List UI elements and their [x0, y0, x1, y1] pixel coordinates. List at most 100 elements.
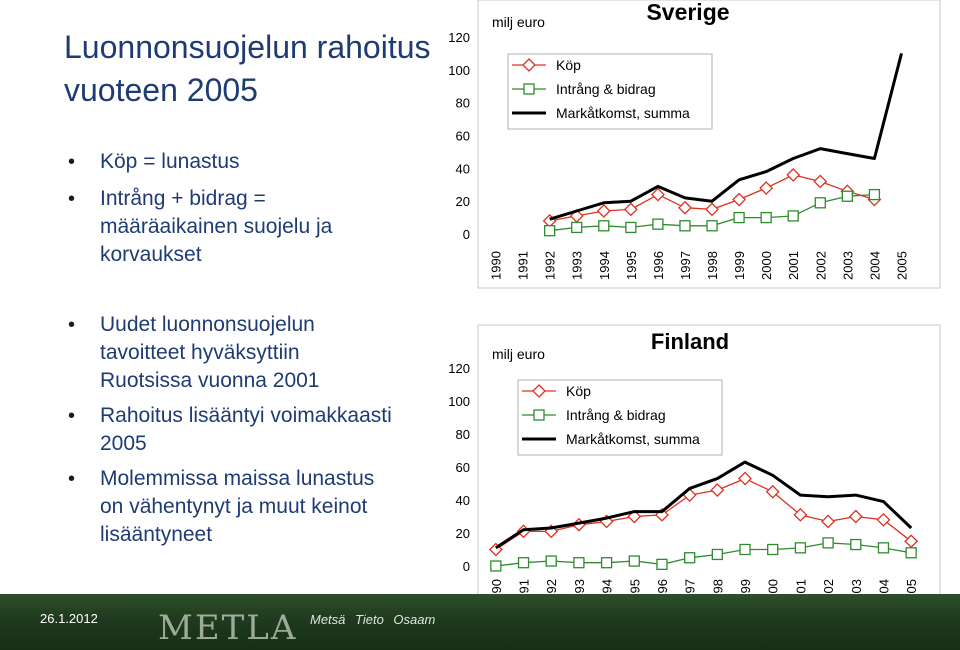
data-point-kop: [705, 202, 719, 217]
data-point-kop: [710, 483, 725, 498]
slide-title: Luonnonsuojelun rahoitus vuoteen 2005: [64, 29, 431, 108]
data-point-kop: [793, 507, 808, 522]
legend-marker: [523, 83, 535, 95]
data-point-kop: [732, 192, 747, 207]
data-point-intrang: [573, 557, 585, 569]
legend-marker: [532, 384, 546, 398]
data-point-intrang: [652, 218, 664, 230]
y-tick-label: 100: [448, 63, 470, 78]
data-point-kop: [596, 204, 611, 218]
data-point-intrang: [571, 221, 583, 234]
chart-0: 0 20 40 60 80 100 120 1990 1991 1992 1993 1994 1995 1…: [448, 0, 941, 289]
legend-box: [517, 379, 723, 456]
x-tick-label: 1994: [597, 251, 612, 280]
legend-label: Markåtkomst, summa: [556, 105, 690, 121]
chart-border: [477, 324, 941, 626]
data-point-intrang: [628, 555, 640, 567]
data-point-intrang: [490, 560, 502, 572]
series-line-1: [495, 542, 912, 567]
legend-marker: [522, 58, 536, 72]
y-tick-label: 60: [456, 460, 470, 475]
data-point-intrang: [656, 558, 668, 570]
x-tick-label: 1991: [516, 251, 531, 280]
y-tick-label: 0: [463, 227, 470, 242]
chart-border: [477, 0, 941, 289]
data-point-kop: [738, 471, 752, 486]
data-point-intrang: [711, 548, 723, 561]
data-point-intrang: [822, 537, 834, 549]
series-line-0: [495, 477, 912, 551]
footer-bar: 26.1.2012 METLA Metsä Tieto Osaam: [0, 594, 960, 650]
footer-tagline: Metsä Tieto Osaam: [310, 612, 436, 627]
data-point-intrang: [517, 557, 530, 569]
x-tick-label: 1996: [651, 251, 666, 280]
bullet-list-top: Köp = lunastus Intrång + bidrag = määräa…: [64, 148, 364, 278]
data-point-intrang: [545, 555, 557, 567]
bullet-item: Intrång + bidrag = määräaikainen suojelu…: [64, 185, 364, 269]
bullet-list-bottom: Uudet luonnonsuojelun tavoitteet hyväksy…: [64, 311, 394, 556]
bullet-item: Rahoitus lisääntyi voimakkaasti 2005: [64, 402, 394, 458]
data-point-intrang: [767, 543, 779, 556]
bullet-item: Uudet luonnonsuojelun tavoitteet hyväksy…: [64, 311, 394, 395]
y-tick-label: 80: [456, 427, 470, 442]
y-tick-label: 0: [463, 559, 470, 574]
legend-label: Intrång & bidrag: [566, 407, 666, 423]
data-point-kop: [786, 167, 801, 182]
x-tick-label: 2005: [894, 251, 909, 280]
data-point-kop: [821, 514, 836, 529]
bullet-item: Köp = lunastus: [64, 148, 364, 176]
y-tick-label: 100: [448, 394, 470, 409]
footer-date: 26.1.2012: [40, 611, 98, 626]
bullet-item: Molemmissa maissa lunastus on vähentynyt…: [64, 465, 394, 549]
x-tick-label: 1995: [624, 251, 639, 280]
data-point-kop: [813, 174, 828, 189]
x-tick-label: 2003: [840, 251, 855, 280]
data-point-intrang: [814, 197, 826, 209]
metla-logo: METLA: [158, 608, 298, 648]
data-point-intrang: [739, 543, 751, 556]
data-point-intrang: [684, 552, 696, 564]
y-tick-label: 120: [448, 361, 470, 376]
x-tick-label: 1992: [543, 251, 558, 280]
data-point-intrang: [877, 542, 890, 554]
y-axis-label: milj euro: [492, 14, 545, 30]
data-point-intrang: [794, 542, 807, 554]
data-point-kop: [765, 484, 780, 499]
y-axis-label: milj euro: [492, 346, 545, 362]
data-point-kop: [627, 509, 642, 524]
data-point-intrang: [679, 220, 691, 232]
series-line-2: [494, 460, 913, 550]
legend-marker: [533, 409, 545, 421]
data-point-kop: [488, 542, 503, 557]
data-point-kop: [623, 202, 638, 217]
x-tick-label: 2002: [813, 251, 828, 280]
x-tick-label: 2001: [786, 251, 801, 280]
chart-title: Sverige: [646, 0, 729, 25]
data-point-intrang: [850, 538, 862, 551]
data-point-kop: [848, 509, 863, 524]
x-tick-label: 2004: [867, 251, 882, 280]
x-tick-label: 1997: [678, 251, 693, 280]
y-tick-label: 20: [456, 194, 470, 209]
y-tick-label: 20: [456, 526, 470, 541]
legend-label: Köp: [566, 383, 591, 399]
data-point-intrang: [733, 211, 745, 224]
x-tick-label: 1993: [570, 251, 585, 280]
data-point-intrang: [625, 221, 637, 234]
data-point-intrang: [544, 225, 556, 237]
legend-label: Markåtkomst, summa: [566, 431, 700, 447]
y-tick-label: 40: [456, 161, 470, 176]
series-line-2: [549, 53, 903, 221]
data-point-intrang: [841, 190, 853, 202]
data-point-intrang: [600, 557, 613, 569]
x-tick-label: 2000: [759, 251, 774, 280]
x-tick-label: 1999: [732, 251, 747, 280]
y-tick-label: 120: [448, 30, 470, 45]
data-point-intrang: [760, 211, 772, 224]
data-point-intrang: [868, 188, 881, 201]
legend-box: [507, 53, 713, 130]
data-point-kop: [650, 187, 665, 202]
legend-label: Köp: [556, 57, 581, 73]
data-point-kop: [759, 181, 774, 195]
data-point-kop: [678, 200, 692, 215]
